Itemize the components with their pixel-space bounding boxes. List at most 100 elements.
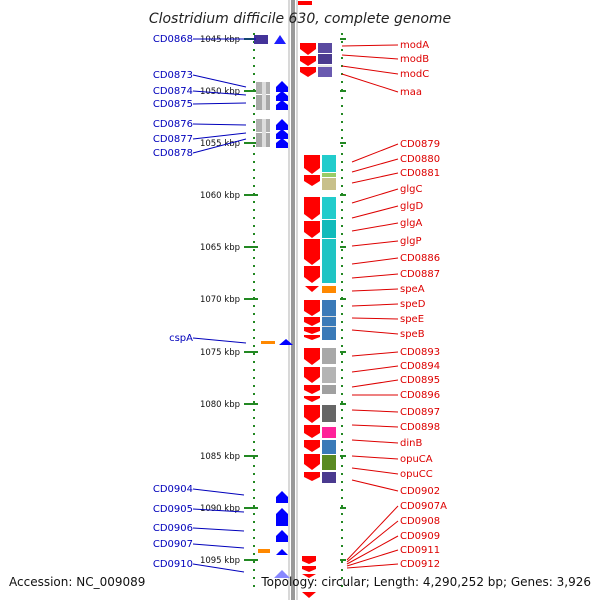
map-title: Clostridium difficile 630, complete geno…	[149, 11, 451, 27]
gene-feature	[322, 220, 336, 238]
track-dot	[253, 129, 255, 131]
track-dot	[253, 257, 255, 259]
callout-line	[341, 44, 399, 47]
callout-line	[192, 543, 245, 549]
track-dot	[341, 425, 343, 427]
gene-label-left: CD0874	[153, 86, 193, 97]
gene-feature	[276, 100, 288, 110]
track-dot	[253, 337, 255, 339]
track-dot	[341, 281, 343, 283]
gene-feature	[322, 178, 336, 190]
right-callout-lines	[341, 44, 399, 569]
gene-feature	[305, 286, 319, 292]
gene-label-right: CD0902	[400, 486, 440, 497]
gene-feature	[322, 300, 336, 340]
gene-feature	[300, 56, 316, 66]
callout-line	[351, 379, 399, 388]
track-dot	[253, 305, 255, 307]
gene-label-right: dinB	[400, 438, 422, 449]
track-dot	[253, 529, 255, 531]
track-dot	[253, 281, 255, 283]
callout-line	[351, 188, 399, 204]
gene-label-right: CD0912	[400, 559, 440, 570]
track-dot	[341, 529, 343, 531]
gene-feature	[304, 197, 320, 220]
callout-line	[346, 535, 399, 565]
track-dot	[341, 585, 343, 587]
gene-label-right: speE	[400, 314, 424, 325]
track-dot	[253, 273, 255, 275]
gene-feature	[322, 326, 336, 327]
gene-feature	[276, 119, 288, 130]
gene-feature	[298, 1, 312, 5]
track-dot	[253, 241, 255, 243]
scale-label: 1095 kbp	[200, 556, 240, 566]
callout-line	[351, 222, 399, 232]
scale-label: 1050 kbp	[200, 87, 240, 97]
track-dot	[253, 81, 255, 83]
callout-line	[192, 508, 245, 513]
track-dot	[253, 137, 255, 139]
gene-label-right: CD0881	[400, 168, 440, 179]
track-dot	[253, 417, 255, 419]
gene-label-right: speD	[400, 299, 426, 310]
track-dot	[253, 265, 255, 267]
gene-label-left: CD0868	[153, 34, 193, 45]
gene-feature	[262, 119, 266, 147]
track-dot	[253, 385, 255, 387]
gene-feature	[258, 549, 270, 553]
track-dot	[341, 561, 343, 563]
track-dot	[253, 449, 255, 451]
gene-feature	[300, 43, 316, 55]
gene-feature	[304, 348, 320, 365]
gene-feature	[302, 556, 316, 564]
track-dot	[341, 457, 343, 459]
gene-label-right: glgD	[400, 201, 423, 212]
track-dot	[341, 57, 343, 59]
callout-line	[351, 158, 399, 173]
gene-feature	[322, 155, 336, 172]
track-dot	[341, 449, 343, 451]
track-dot	[253, 113, 255, 115]
gene-feature	[304, 327, 320, 334]
gene-label-left: CD0910	[153, 559, 193, 570]
callout-line	[351, 479, 399, 492]
gene-feature	[322, 385, 336, 394]
track-dot	[253, 233, 255, 235]
gene-label-right: CD0897	[400, 407, 440, 418]
gene-feature	[304, 440, 320, 452]
gene-label-right: CD0879	[400, 139, 440, 150]
callout-line	[346, 520, 399, 563]
gene-label-right: glgA	[400, 218, 422, 229]
track-dot	[253, 185, 255, 187]
scale-label: 1065 kbp	[200, 243, 240, 253]
accession-text: Accession: NC_009089	[9, 575, 145, 589]
gene-label-left: cspA	[169, 333, 193, 344]
track-dot	[341, 321, 343, 323]
gene-label-right: CD0898	[400, 422, 440, 433]
track-dot	[341, 137, 343, 139]
scale-label: 1070 kbp	[200, 295, 240, 305]
callout-line	[192, 488, 245, 496]
gene-feature	[274, 35, 286, 44]
gene-label-right: glgC	[400, 184, 422, 195]
track-dot	[253, 457, 255, 459]
topology-text: Topology: circular; Length: 4,290,252 bp…	[260, 575, 591, 589]
track-dot	[253, 561, 255, 563]
gene-feature	[304, 239, 320, 265]
track-dot	[341, 369, 343, 371]
gene-label-left: CD0878	[153, 148, 193, 159]
scale-label: 1055 kbp	[200, 139, 240, 149]
gene-label-right: CD0886	[400, 253, 440, 264]
track-dot	[341, 473, 343, 475]
callout-line	[192, 123, 247, 126]
gene-label-right: speA	[400, 284, 425, 295]
callout-line	[341, 65, 399, 75]
track-dot	[341, 353, 343, 355]
callout-line	[192, 527, 245, 532]
gene-feature	[304, 335, 320, 340]
gene-feature	[322, 405, 336, 422]
gene-feature	[276, 138, 288, 148]
track-dot	[341, 33, 343, 35]
gene-feature	[318, 54, 332, 64]
